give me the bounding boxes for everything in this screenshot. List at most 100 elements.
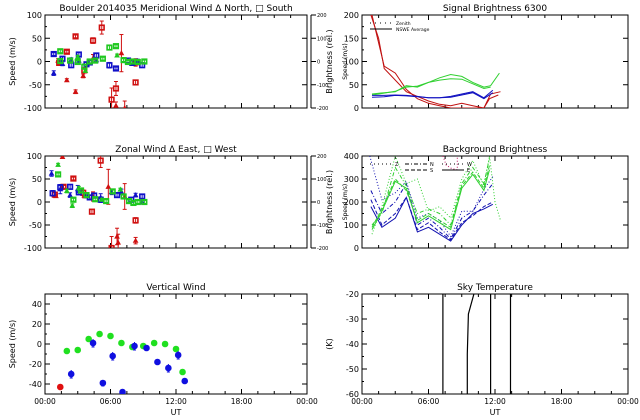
data-point-blue — [143, 344, 150, 352]
data-point-blue-square — [57, 184, 64, 191]
data-point-blue — [119, 388, 126, 394]
series-line-red-zenith — [371, 15, 501, 108]
data-point-red-triangle — [132, 237, 139, 243]
right-y-tick-label: 0 — [317, 60, 320, 66]
legend-label: NSWE Average — [396, 27, 430, 33]
chart-title: Boulder 2014035 Meridional Wind Δ North,… — [59, 4, 292, 14]
data-point-blue-square — [50, 50, 57, 58]
plot-frame — [44, 155, 308, 249]
x-axis-label: UT — [490, 408, 501, 417]
x-tick-label: 00:00 — [296, 397, 318, 406]
plot-area — [56, 330, 189, 394]
data-point-green-triangle — [69, 202, 76, 208]
data-point-red-triangle — [123, 104, 127, 108]
chart-meridional: Boulder 2014035 Meridional Wind Δ North,… — [8, 4, 349, 113]
y-tick-label: 50 — [32, 175, 42, 184]
y-tick-label: -100 — [24, 104, 42, 113]
series-line-red-w — [442, 156, 458, 171]
data-point-blue — [109, 352, 116, 360]
x-tick-label: 12:00 — [484, 397, 506, 406]
series-line-blue-avg — [371, 92, 494, 100]
x-tick-label: 00:00 — [34, 397, 56, 406]
data-point-green-square — [57, 57, 64, 65]
data-point-red-square — [132, 217, 139, 224]
data-point-red-square — [72, 33, 79, 40]
y-tick-label: 300 — [344, 175, 359, 184]
data-point-blue — [131, 342, 138, 350]
series-line-green-s — [371, 165, 490, 229]
data-point-green-square — [120, 193, 127, 200]
chart-signal: Signal Brightness 6300 0 50 100 150 200 Bright… — [325, 4, 629, 113]
x-tick-label: 00:00 — [351, 397, 373, 406]
data-point-green-square — [77, 187, 85, 194]
chart-title: Vertical Wind — [146, 283, 205, 293]
right-y-tick-label: 100 — [317, 36, 327, 42]
plot-area — [48, 156, 148, 248]
y-axis-label: Brightness (rel.) — [325, 170, 334, 234]
data-point-green-square — [141, 198, 148, 206]
data-point-green-triangle — [74, 53, 81, 59]
data-point-red-square — [60, 183, 67, 190]
data-point-green — [150, 339, 158, 347]
x-tick-label: 18:00 — [231, 397, 253, 406]
data-point-red-square — [98, 24, 105, 31]
data-point-red-square — [132, 79, 139, 86]
series-line-green-z — [371, 156, 501, 235]
y-tick-label: 0 — [354, 244, 359, 253]
y-tick-label: -100 — [24, 244, 42, 253]
y-tick-label: 100 — [27, 152, 42, 161]
x-tick-label: 12:00 — [165, 397, 187, 406]
y-tick-label: -50 — [29, 81, 42, 90]
data-point-blue-square — [139, 193, 146, 200]
data-point-red-triangle — [113, 102, 119, 108]
right-y-tick-label: -100 — [317, 223, 328, 229]
data-point-blue — [165, 364, 172, 372]
y-tick-label: -60 — [346, 390, 359, 399]
y-tick-label: 0 — [37, 340, 42, 349]
series-line-green-e — [371, 169, 490, 231]
data-point-green-square — [134, 58, 141, 66]
data-point-red-square — [108, 96, 115, 103]
chart-background: Background Brightness 0 100 200 300 400 Bright… — [325, 145, 629, 253]
data-point-blue — [181, 377, 189, 385]
data-point-blue — [89, 339, 97, 347]
data-point-blue — [174, 351, 182, 359]
y-tick-label: -20 — [346, 290, 359, 299]
data-point-red-triangle — [63, 77, 70, 83]
data-point-red-square — [89, 37, 97, 44]
y-tick-label: 0 — [354, 104, 359, 113]
chart-vertical: Vertical Wind -40 -20 0 20 40 Speed (m/s) 00:00… — [8, 283, 318, 417]
data-point-red-square — [63, 48, 70, 55]
data-point-green-triangle — [114, 52, 120, 58]
plot-area — [369, 156, 501, 242]
data-point-green — [179, 368, 186, 376]
y-tick-label: 40 — [32, 300, 42, 309]
data-point-green — [63, 347, 71, 355]
legend-label: E — [467, 168, 470, 174]
data-point-blue-square — [106, 62, 113, 69]
chart-title: Sky Temperature — [457, 283, 533, 293]
plot-frame — [361, 293, 629, 395]
data-point-red-triangle — [72, 88, 79, 94]
chart-title: Signal Brightness 6300 — [443, 4, 547, 14]
data-point-green-square — [141, 58, 148, 65]
data-point-green-square — [129, 58, 136, 65]
data-point-blue-square — [112, 65, 120, 72]
y-tick-label: 100 — [344, 221, 359, 230]
y-tick-label: 100 — [344, 58, 359, 67]
data-point-green-square — [134, 198, 141, 206]
data-point-green-square — [112, 43, 120, 50]
legend-label: N — [430, 162, 434, 168]
x-tick-label: 06:00 — [100, 397, 122, 406]
right-y-axis-label: Speed (m/s) — [342, 43, 349, 79]
data-point-red-triangle — [59, 156, 66, 160]
data-point-red-square — [88, 208, 96, 215]
data-point-green-square — [86, 58, 93, 65]
data-point-red-triangle — [118, 50, 125, 56]
data-point-red-triangle — [80, 72, 87, 79]
data-point-green — [107, 332, 114, 340]
data-point-blue-square — [113, 192, 121, 199]
right-y-tick-label: 200 — [317, 13, 327, 19]
y-axis-label: Speed (m/s) — [8, 37, 17, 86]
